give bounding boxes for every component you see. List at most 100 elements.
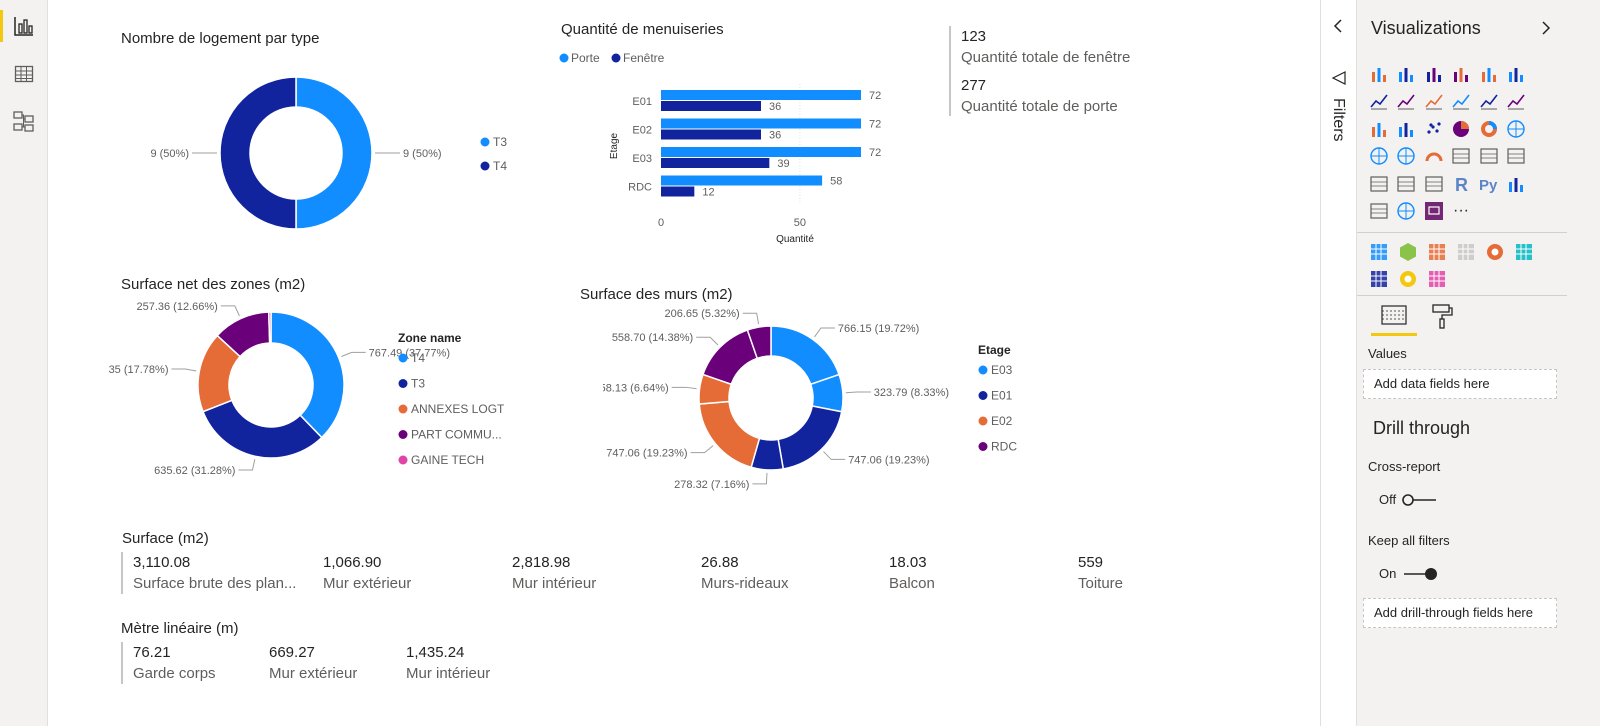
- key-influencers-icon[interactable]: [1503, 170, 1530, 197]
- stacked-column-icon[interactable]: [1393, 60, 1420, 87]
- legend-item[interactable]: GAINE TECH: [411, 453, 484, 467]
- report-view-icon[interactable]: [8, 10, 40, 42]
- area-chart-icon[interactable]: [1393, 88, 1420, 115]
- 100-bar-icon[interactable]: [1475, 60, 1502, 87]
- donut-chart-icon[interactable]: [1475, 115, 1502, 142]
- filters-pane[interactable]: Filters: [1320, 0, 1357, 726]
- custom-grid-visual-icon[interactable]: [1365, 238, 1392, 265]
- legend-item[interactable]: ANNEXES LOGT: [411, 402, 505, 416]
- card-icon[interactable]: [1448, 143, 1475, 170]
- custom-matrix-visual-icon[interactable]: [1365, 266, 1392, 293]
- murs-donut-chart[interactable]: 766.15 (19.72%) 323.79 (8.33%) 747.06 (19.…: [603, 300, 1063, 500]
- donut-slice[interactable]: [267, 311, 272, 344]
- donut-slice[interactable]: [295, 76, 373, 230]
- python-visual-icon[interactable]: Py: [1475, 170, 1502, 197]
- bar[interactable]: [661, 186, 695, 197]
- legend-item[interactable]: T4: [493, 159, 507, 173]
- custom-radial-visual-icon[interactable]: [1394, 266, 1421, 293]
- pie-chart-icon[interactable]: [1448, 115, 1475, 142]
- custom-heatmap-visual-icon[interactable]: [1423, 266, 1450, 293]
- legend-item[interactable]: Porte: [571, 51, 600, 65]
- power-apps-icon[interactable]: [1420, 198, 1447, 225]
- logement-chart-title: Nombre de logement par type: [121, 30, 320, 47]
- more-options-icon[interactable]: ···: [1453, 202, 1469, 219]
- legend-item[interactable]: T4: [411, 351, 425, 365]
- legend-item[interactable]: Fenêtre: [623, 51, 665, 65]
- cross-report-toggle[interactable]: Off: [1379, 492, 1438, 507]
- stacked-area-icon[interactable]: [1420, 88, 1447, 115]
- donut-slice[interactable]: [219, 76, 297, 230]
- custom-bar-visual-icon[interactable]: [1510, 238, 1537, 265]
- drill-through-field-well[interactable]: Add drill-through fields here: [1363, 598, 1557, 628]
- bar[interactable]: [661, 147, 861, 157]
- bar-value-label: 39: [777, 158, 789, 170]
- donut-slice[interactable]: [698, 400, 761, 469]
- legend-item[interactable]: T3: [411, 377, 425, 391]
- bar-value-label: 36: [769, 101, 781, 113]
- clustered-bar-icon[interactable]: [1420, 60, 1447, 87]
- stacked-bar-icon[interactable]: [1365, 60, 1392, 87]
- filled-map-icon[interactable]: [1393, 143, 1420, 170]
- bar[interactable]: [661, 101, 761, 111]
- bar[interactable]: [661, 158, 770, 168]
- custom-sankey-visual-icon[interactable]: [1423, 238, 1450, 265]
- legend-item[interactable]: PART COMMU...: [411, 428, 502, 442]
- line-column-icon[interactable]: [1448, 88, 1475, 115]
- legend-item[interactable]: E02: [991, 414, 1013, 428]
- model-view-icon[interactable]: [8, 106, 40, 138]
- legend-item[interactable]: E01: [991, 389, 1013, 403]
- y-tick-label: E02: [632, 125, 652, 137]
- map-icon[interactable]: [1365, 143, 1392, 170]
- legend-title: Zone name: [398, 331, 462, 345]
- funnel-icon[interactable]: [1393, 115, 1420, 142]
- data-label: 361.35 (17.78%): [108, 364, 168, 376]
- donut-slice[interactable]: [770, 325, 841, 386]
- keep-filters-state: On: [1379, 566, 1397, 581]
- bar[interactable]: [661, 118, 861, 129]
- line-clustered-icon[interactable]: [1475, 88, 1502, 115]
- legend-item[interactable]: E03: [991, 363, 1013, 377]
- ribbon-chart-icon[interactable]: [1503, 88, 1530, 115]
- 100-column-icon[interactable]: [1503, 60, 1530, 87]
- custom-flow-visual-icon[interactable]: [1452, 238, 1479, 265]
- legend-marker: [978, 365, 988, 375]
- fields-tab-icon[interactable]: [1381, 304, 1407, 333]
- bar[interactable]: [661, 90, 861, 100]
- matrix-icon[interactable]: [1420, 170, 1447, 197]
- treemap-icon[interactable]: [1503, 115, 1530, 142]
- waterfall-icon[interactable]: [1365, 115, 1392, 142]
- kpi-icon[interactable]: [1503, 143, 1530, 170]
- arcgis-icon[interactable]: [1393, 198, 1420, 225]
- menuiseries-bar-chart[interactable]: Porte Fenêtre E01 72 36 E02 72 36 E03 72 39 RDC 58 12…: [553, 44, 893, 254]
- multirow-card-icon[interactable]: [1475, 143, 1502, 170]
- bar[interactable]: [661, 129, 761, 140]
- donut-slice[interactable]: [746, 325, 772, 360]
- legend-item[interactable]: RDC: [991, 440, 1017, 454]
- clustered-column-icon[interactable]: [1448, 60, 1475, 87]
- slicer-icon[interactable]: [1365, 170, 1392, 197]
- custom-aster-visual-icon[interactable]: [1481, 238, 1508, 265]
- donut-slice[interactable]: [270, 311, 345, 439]
- keep-filters-toggle[interactable]: On: [1379, 566, 1438, 581]
- active-view-indicator: [0, 10, 3, 42]
- logement-donut-chart[interactable]: 9 (50%) 9 (50%) T3 T4: [118, 60, 538, 250]
- table-icon[interactable]: [1393, 170, 1420, 197]
- zones-donut-chart[interactable]: 767.49 (37.77%) 635.62 (31.28%) 361.35 (17…: [108, 300, 528, 500]
- data-view-icon[interactable]: [8, 58, 40, 90]
- custom-hexagon-visual-icon[interactable]: [1394, 238, 1421, 265]
- qa-icon[interactable]: [1365, 198, 1392, 225]
- collapse-chevron-left-icon[interactable]: [1332, 18, 1344, 39]
- legend-item[interactable]: T3: [493, 135, 507, 149]
- donut-slice[interactable]: [202, 399, 323, 459]
- line-chart-icon[interactable]: [1365, 88, 1392, 115]
- expand-chevron-right-icon[interactable]: [1540, 20, 1552, 41]
- scatter-icon[interactable]: [1420, 115, 1447, 142]
- format-paint-roller-icon[interactable]: [1431, 303, 1453, 334]
- gauge-icon[interactable]: [1420, 143, 1447, 170]
- data-label: 9 (50%): [403, 148, 442, 160]
- leader-line: [696, 336, 719, 346]
- values-field-well[interactable]: Add data fields here: [1363, 369, 1557, 399]
- bar[interactable]: [661, 175, 823, 186]
- filters-label[interactable]: Filters: [1330, 98, 1347, 142]
- r-visual-icon[interactable]: R: [1448, 170, 1475, 197]
